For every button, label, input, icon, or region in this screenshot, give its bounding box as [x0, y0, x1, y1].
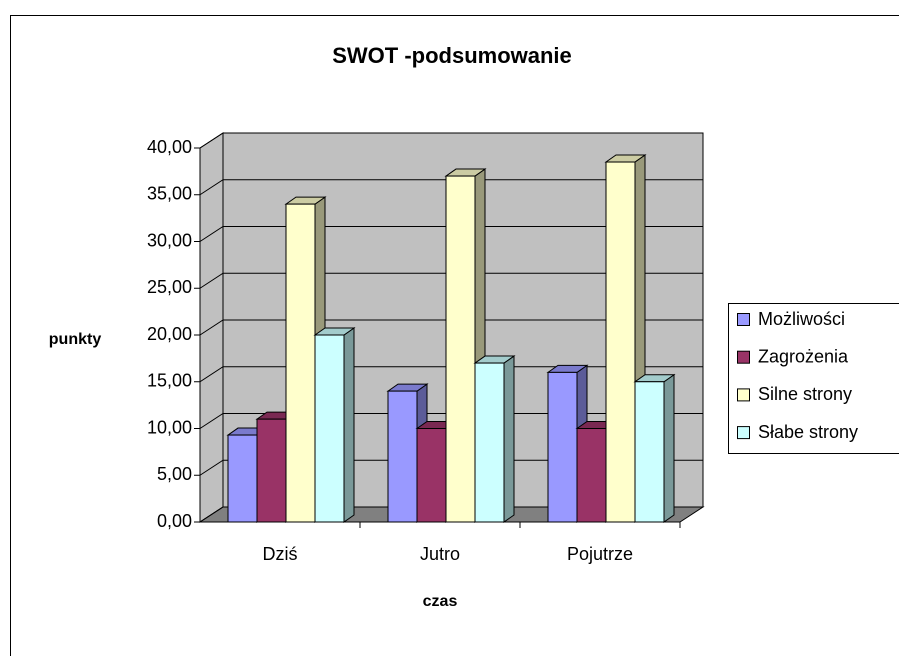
- y-tick-label: 5,00: [157, 464, 192, 484]
- y-axis-label: punkty: [49, 331, 102, 348]
- grid-line: [199, 366, 703, 383]
- y-tick-label: 10,00: [147, 417, 192, 437]
- grid-line: [199, 459, 703, 476]
- legend-swatch: [737, 350, 750, 364]
- bar: [634, 381, 665, 523]
- bar: [445, 175, 476, 523]
- bar-side: [343, 327, 355, 523]
- legend-swatch: [737, 388, 750, 402]
- bar: [605, 161, 636, 523]
- bar: [576, 428, 607, 523]
- bar: [227, 434, 258, 523]
- legend-swatch: [737, 313, 750, 326]
- grid-line: [199, 319, 703, 336]
- bar: [416, 428, 447, 523]
- bar: [387, 390, 418, 523]
- grid-line: [199, 132, 703, 149]
- y-tick-label: 30,00: [147, 230, 192, 250]
- bar-side: [503, 355, 515, 523]
- legend-label: Możliwości: [758, 309, 845, 329]
- legend-swatch: [737, 426, 750, 440]
- bar: [547, 371, 578, 523]
- x-axis-label: czas: [423, 593, 458, 610]
- y-tick-label: 0,00: [157, 511, 192, 531]
- y-tick-label: 15,00: [147, 371, 192, 391]
- legend-label: Silne strony: [758, 384, 852, 404]
- grid-line: [199, 272, 703, 289]
- y-tick-label: 40,00: [147, 137, 192, 157]
- legend-label: Zagrożenia: [758, 346, 849, 366]
- bar: [474, 362, 505, 523]
- y-tick-label: 25,00: [147, 277, 192, 297]
- legend: [728, 303, 899, 454]
- bar: [314, 334, 345, 523]
- grid-line: [199, 226, 703, 242]
- x-tick-label: Jutro: [420, 544, 460, 564]
- y-tick-label: 20,00: [147, 324, 192, 344]
- legend-label: Słabe strony: [758, 422, 858, 442]
- bar: [285, 203, 316, 523]
- grid-line: [199, 179, 703, 196]
- bar: [256, 418, 287, 523]
- bar-side: [663, 373, 675, 523]
- y-tick-label: 35,00: [147, 184, 192, 204]
- chart-title: SWOT -podsumowanie: [332, 43, 572, 68]
- grid-line: [199, 413, 703, 429]
- grid-line: [199, 506, 703, 523]
- x-tick-label: Pojutrze: [567, 544, 633, 564]
- x-tick-label: Dziś: [263, 544, 298, 564]
